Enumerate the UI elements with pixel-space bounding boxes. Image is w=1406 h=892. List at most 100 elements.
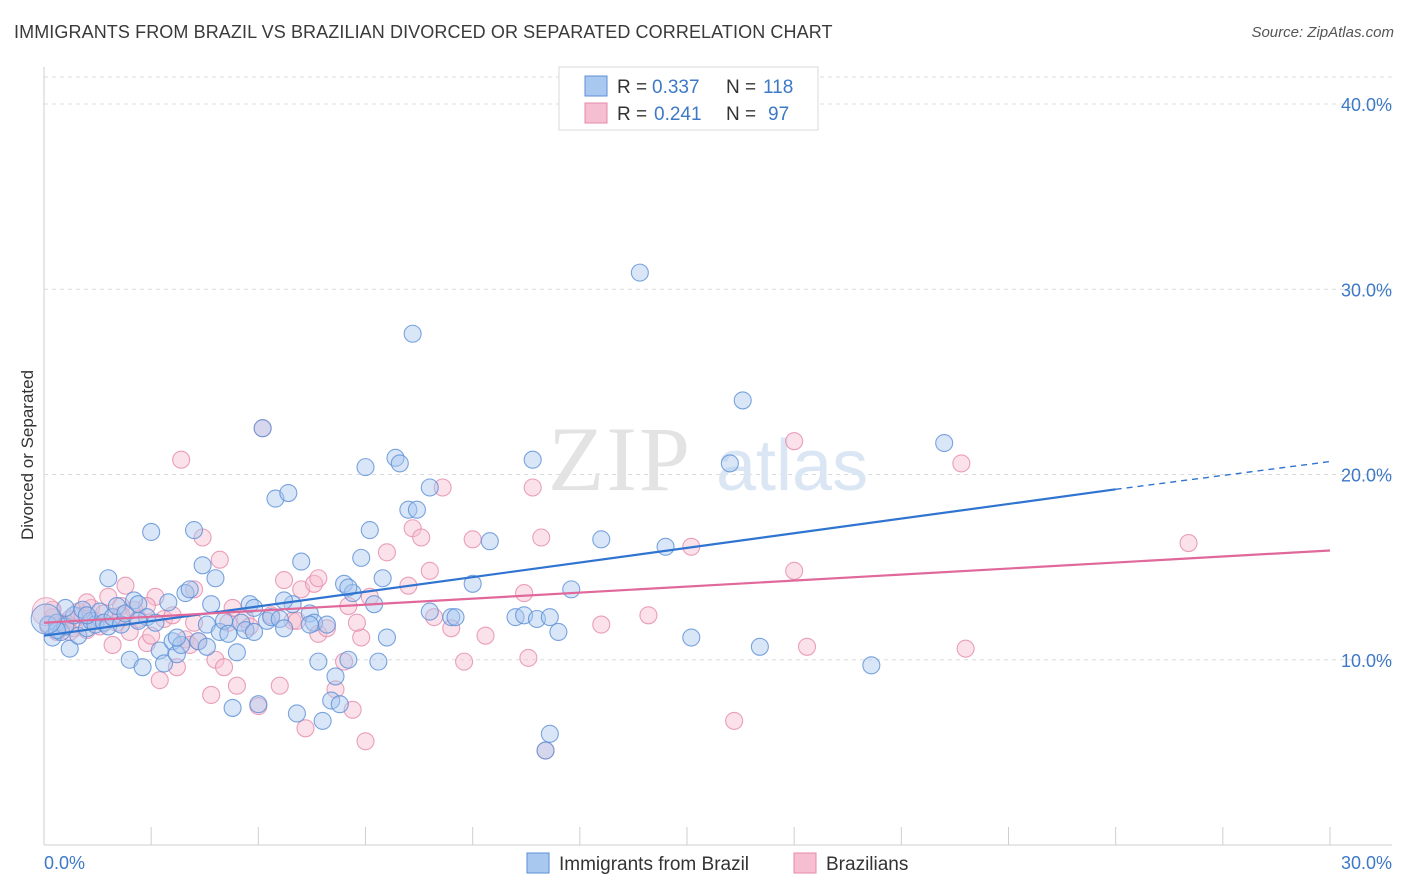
y-tick-label-20: 20.0%	[1341, 466, 1392, 486]
point-immigrants-116	[420, 602, 439, 621]
point-brazilians-35	[202, 685, 221, 705]
bottom-legend-label-pink: Brazilians	[826, 854, 908, 875]
point-immigrants-86	[480, 532, 499, 551]
stats-legend: R = 0.337 N = 118 R = 0.241 N = 97	[558, 66, 819, 131]
point-brazilians-91	[184, 580, 204, 599]
point-immigrants-24	[142, 522, 161, 541]
point-immigrants-27	[154, 654, 174, 673]
point-immigrants-43	[223, 698, 242, 717]
point-brazilians-67	[433, 478, 452, 497]
point-immigrants-111	[244, 622, 264, 642]
legend-r-label-1: R =	[617, 77, 647, 98]
point-immigrants-97	[630, 263, 649, 282]
x-tick-label-max: 30.0%	[1341, 853, 1392, 873]
point-immigrants-103	[862, 656, 881, 675]
legend-r-value-2: 0.241	[654, 104, 702, 125]
point-immigrants-34	[184, 521, 204, 540]
point-immigrants-95	[562, 580, 581, 599]
point-immigrants-58	[287, 704, 306, 723]
point-brazilians-46	[270, 676, 289, 695]
point-immigrants-81	[407, 500, 426, 519]
point-brazilians-77	[639, 606, 658, 625]
point-immigrants-82	[420, 478, 439, 497]
point-immigrants-28	[159, 593, 178, 612]
y-tick-label-40: 40.0%	[1341, 95, 1392, 115]
point-immigrants-76	[377, 628, 396, 647]
point-brazilians-50	[296, 719, 315, 738]
point-immigrants-cluster	[30, 603, 62, 635]
point-immigrants-62	[309, 652, 328, 671]
point-brazilians-94	[309, 569, 328, 588]
point-immigrants-99	[682, 628, 701, 647]
series-immigrants-points	[30, 263, 954, 760]
point-immigrants-94	[536, 741, 555, 760]
point-immigrants-49	[249, 695, 268, 714]
point-immigrants-102	[750, 637, 769, 656]
point-immigrants-113	[300, 615, 319, 634]
point-immigrants-36	[193, 556, 212, 575]
point-immigrants-59	[292, 552, 311, 571]
point-immigrants-109	[167, 628, 186, 647]
point-immigrants-115	[373, 569, 392, 588]
point-immigrants-5	[60, 639, 79, 658]
trend-line-immigrants-extension	[1115, 460, 1331, 491]
point-brazilians-80	[785, 432, 804, 451]
point-brazilians-85	[1179, 534, 1198, 553]
point-immigrants-114	[339, 578, 358, 597]
watermark-zip: ZIP	[548, 408, 692, 510]
point-immigrants-110	[197, 637, 216, 656]
y-tick-label-30: 30.0%	[1341, 280, 1392, 300]
trend-line-brazilians	[43, 549, 1331, 624]
point-immigrants-42	[219, 624, 238, 643]
legend-r-label-2: R =	[617, 104, 647, 125]
gridlines	[44, 76, 1392, 661]
source-credit: Source: ZipAtlas.com	[1251, 24, 1394, 41]
series-legend: Immigrants from Brazil Brazilians	[526, 852, 908, 875]
point-immigrants-72	[356, 458, 375, 477]
point-immigrants-112	[275, 591, 294, 610]
legend-n-label-1: N =	[726, 77, 756, 98]
legend-n-label-2: N =	[726, 104, 756, 125]
point-immigrants-66	[326, 667, 345, 686]
point-brazilians-59	[356, 732, 375, 751]
point-immigrants-64	[317, 615, 336, 634]
point-immigrants-71	[352, 548, 371, 567]
point-brazilians-70	[463, 530, 482, 549]
point-brazilians-40	[227, 676, 246, 695]
point-brazilians-cluster	[31, 597, 61, 627]
point-immigrants-33	[180, 580, 199, 599]
point-immigrants-85	[463, 574, 482, 593]
point-brazilians-82	[797, 637, 817, 656]
legend-n-value-1: 118	[763, 77, 793, 98]
point-immigrants-92	[549, 622, 568, 642]
point-immigrants-93	[540, 724, 559, 743]
point-brazilians-73	[523, 478, 542, 497]
point-immigrants-75	[369, 652, 388, 671]
point-immigrants-73	[360, 521, 379, 540]
point-brazilians-65	[420, 561, 439, 580]
point-brazilians-84	[956, 639, 975, 658]
trend-line-immigrants	[43, 488, 1116, 637]
point-brazilians-29	[172, 450, 191, 469]
point-brazilians-47	[275, 571, 294, 590]
point-brazilians-61	[377, 543, 396, 562]
point-immigrants-108	[129, 611, 148, 630]
point-immigrants-65	[322, 691, 341, 710]
point-brazilians-15	[103, 635, 122, 654]
point-brazilians-72	[515, 584, 534, 603]
legend-r-value-1: 0.337	[652, 77, 700, 98]
point-brazilians-38	[214, 658, 234, 677]
point-immigrants-100	[720, 454, 739, 473]
point-immigrants-69	[339, 650, 358, 669]
point-brazilians-54	[326, 680, 345, 699]
point-brazilians-95	[347, 613, 366, 632]
point-brazilians-75	[519, 648, 538, 667]
point-brazilians-69	[455, 652, 474, 671]
point-brazilians-37	[210, 550, 229, 569]
point-immigrants-107	[99, 569, 118, 588]
x-ticks	[43, 827, 1331, 845]
point-immigrants-91	[540, 608, 559, 627]
point-immigrants-90	[523, 450, 542, 469]
point-immigrants-22	[133, 658, 152, 677]
